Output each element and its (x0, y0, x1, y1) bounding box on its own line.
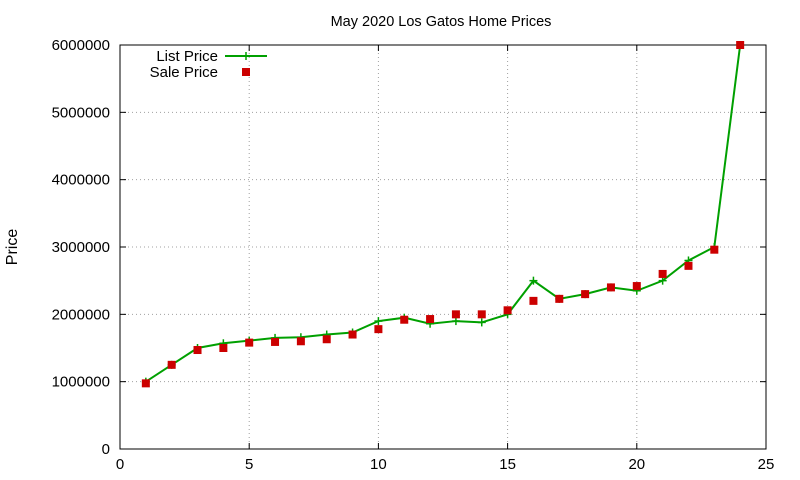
sale-price-point (271, 337, 280, 346)
sale-price-point (658, 269, 667, 278)
list-price-point (477, 318, 486, 327)
y-tick-label: 5000000 (52, 104, 110, 121)
legend: List Price Sale Price (150, 48, 267, 81)
legend-label-sale-price: Sale Price (150, 64, 218, 81)
sale-price-point (426, 315, 435, 324)
legend-marker-list-price (242, 52, 250, 60)
y-tick-label: 6000000 (52, 37, 110, 54)
sale-price-point (451, 310, 460, 319)
grid (120, 45, 766, 449)
x-tick-label: 10 (370, 456, 387, 473)
x-tick-label: 15 (499, 456, 516, 473)
x-tick-label: 5 (245, 456, 253, 473)
sale-price-point (322, 335, 331, 344)
list-price-point (374, 317, 383, 326)
sale-price-point (374, 325, 383, 334)
sale-price-point (581, 290, 590, 299)
y-tick-label: 1000000 (52, 374, 110, 391)
list-price-point (529, 276, 538, 285)
sale-price-point (710, 245, 719, 254)
plot-series (141, 41, 745, 388)
x-tick-label: 20 (628, 456, 645, 473)
sale-price-point (167, 360, 176, 369)
sale-price-point (296, 337, 305, 346)
legend-label-list-price: List Price (156, 48, 218, 65)
list-price-point (658, 276, 667, 285)
legend-swatch-sale-price (242, 68, 250, 76)
sale-price-point (529, 296, 538, 305)
chart-title: May 2020 Los Gatos Home Prices (331, 14, 552, 30)
sale-price-point (477, 310, 486, 319)
series-line-list-price (145, 44, 742, 383)
sale-price-point (606, 283, 615, 292)
sale-price-point (400, 315, 409, 324)
y-tick-label: 2000000 (52, 306, 110, 323)
sale-price-point (555, 294, 564, 303)
y-axis-label: Price (4, 229, 21, 266)
sale-price-point (193, 346, 202, 355)
y-tick-label: 3000000 (52, 239, 110, 256)
x-tick-label: 25 (758, 456, 775, 473)
sale-price-point (503, 306, 512, 315)
sale-price-point (245, 338, 254, 347)
axes: 0 5 10 15 20 25 0 1000000 2000000 3000000 4000000 5… (52, 37, 775, 473)
sale-price-point (348, 330, 357, 339)
x-tick-label: 0 (116, 456, 124, 473)
y-tick-label: 0 (102, 441, 110, 458)
sale-price-point (632, 282, 641, 291)
sale-price-point (684, 261, 693, 270)
sale-price-point (141, 379, 150, 388)
sale-price-point (219, 344, 228, 352)
sale-price-point (736, 41, 745, 49)
list-price-point (451, 317, 460, 326)
y-tick-label: 4000000 (52, 172, 110, 189)
